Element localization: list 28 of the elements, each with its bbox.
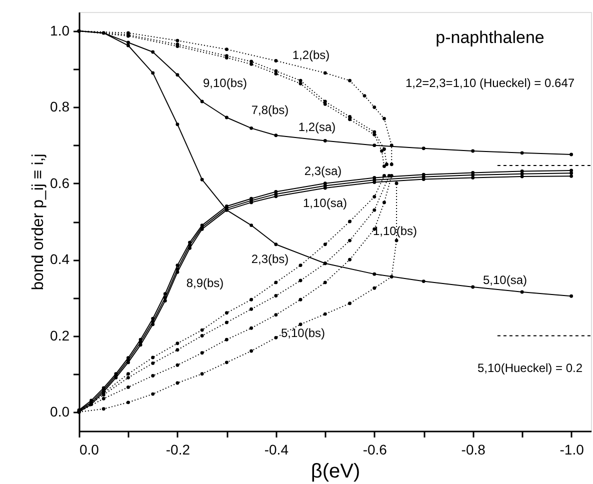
- annotation: 9,10(bs): [202, 76, 248, 90]
- y-tick-label: 0.6: [50, 174, 70, 191]
- y-tick-label: 0.8: [50, 98, 70, 115]
- y-tick-label: 0.2: [50, 327, 70, 344]
- annotation: 2,3(bs): [251, 252, 289, 266]
- text: p-naphthalene: [436, 28, 544, 47]
- annotation: 1,2(sa): [298, 120, 336, 134]
- y-tick-label: 1.0: [50, 22, 70, 39]
- y-tick-label: 0.4: [50, 251, 70, 268]
- x-tick-label: -1.0: [560, 442, 584, 458]
- x-tick-label: -0.8: [461, 442, 486, 458]
- annotation: 2,3(sa): [304, 164, 342, 178]
- x-tick-label: -0.2: [166, 442, 190, 458]
- annotation: 5,10(bs): [280, 326, 326, 340]
- annotation: 1,2=2,3=1,10 (Hueckel) = 0.647: [405, 76, 575, 90]
- annotation: 1,2(bs): [292, 48, 330, 62]
- annotation: 7,8(bs): [251, 103, 289, 117]
- x-tick-label: 0.0: [80, 442, 100, 458]
- x-tick-label: -0.6: [362, 442, 388, 458]
- x-tick-label: -0.4: [264, 442, 289, 458]
- annotation: 8,9(bs): [186, 276, 224, 290]
- y-tick-label: 0.0: [50, 403, 70, 420]
- annotation: 1,10(bs): [372, 224, 418, 238]
- x-axis-title: β(eV): [310, 460, 360, 482]
- annotation: 5,10(sa): [482, 273, 528, 287]
- annotation: 1,10(sa): [302, 196, 348, 210]
- y-axis-title: bond order p_ij ≡ i,j: [30, 154, 48, 290]
- annotation: 5,10(Hueckel) = 0.2: [477, 361, 583, 375]
